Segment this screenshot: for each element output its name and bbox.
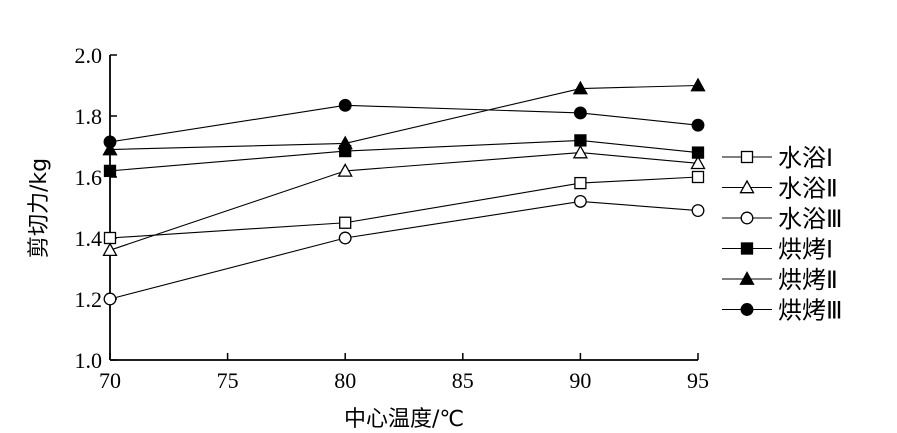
y-tick-label: 1.8 bbox=[75, 104, 103, 129]
series-3 bbox=[103, 194, 705, 306]
series-line bbox=[109, 139, 699, 172]
series-1 bbox=[103, 170, 705, 245]
series-line bbox=[109, 84, 699, 151]
data-point bbox=[690, 77, 706, 92]
data-point bbox=[102, 242, 118, 257]
data-point bbox=[573, 106, 587, 120]
data-point bbox=[691, 146, 705, 159]
legend-marker bbox=[740, 150, 754, 164]
data-point bbox=[574, 176, 587, 190]
data-point bbox=[338, 98, 352, 112]
data-point bbox=[337, 163, 353, 177]
legend-item: 水浴Ⅱ bbox=[722, 175, 838, 203]
legend-item: 水浴Ⅲ bbox=[722, 205, 843, 233]
x-tick-label: 95 bbox=[687, 368, 709, 393]
data-point bbox=[339, 216, 352, 229]
legend-label: 烘烤Ⅰ bbox=[778, 236, 833, 264]
legend-label: 水浴Ⅲ bbox=[778, 205, 843, 233]
data-point bbox=[573, 194, 587, 208]
series-2 bbox=[102, 144, 706, 257]
legend-label: 水浴Ⅱ bbox=[778, 175, 838, 203]
x-tick-label: 80 bbox=[334, 368, 356, 393]
legend-item: 烘烤Ⅰ bbox=[722, 236, 833, 264]
series-line bbox=[109, 104, 699, 143]
legend-marker bbox=[739, 179, 755, 194]
series-line bbox=[109, 176, 699, 239]
data-point bbox=[103, 135, 117, 149]
y-tick-label: 1.6 bbox=[75, 165, 103, 190]
x-tick-label: 85 bbox=[452, 368, 474, 393]
axes bbox=[109, 55, 698, 361]
data-point bbox=[103, 164, 117, 178]
data-point bbox=[102, 141, 118, 156]
legend-marker bbox=[740, 303, 754, 316]
data-point bbox=[690, 155, 706, 170]
data-point bbox=[103, 292, 117, 306]
series-5 bbox=[102, 77, 706, 156]
data-point bbox=[691, 118, 705, 132]
y-tick-label: 1.4 bbox=[75, 226, 103, 251]
legend-item: 水浴Ⅰ bbox=[722, 144, 833, 172]
x-tick-label: 90 bbox=[569, 368, 591, 393]
data-point bbox=[572, 80, 589, 95]
legend-label: 烘烤Ⅲ bbox=[778, 297, 843, 325]
data-point bbox=[572, 144, 589, 159]
ticks: 70 75 80 85 90 95 1.0 1.2 1.4 1.6 1.8 2.0 bbox=[75, 43, 710, 393]
legend-item: 烘烤Ⅱ bbox=[722, 266, 838, 294]
data-point bbox=[691, 204, 705, 218]
legend-item: 烘烤Ⅲ bbox=[722, 297, 843, 325]
legend-label: 烘烤Ⅱ bbox=[778, 266, 838, 294]
legend-label: 水浴Ⅰ bbox=[778, 144, 833, 172]
data-point bbox=[574, 134, 587, 147]
legend-marker bbox=[740, 242, 754, 255]
x-tick-label: 75 bbox=[217, 368, 239, 393]
data-point bbox=[103, 231, 117, 245]
x-axis-title: 中心温度/℃ bbox=[344, 407, 464, 432]
legend-marker bbox=[739, 271, 755, 285]
y-tick-label: 1.2 bbox=[75, 287, 103, 312]
series-6 bbox=[103, 98, 705, 149]
series-line bbox=[109, 200, 699, 300]
data-point bbox=[337, 135, 353, 150]
legend-marker bbox=[740, 211, 754, 225]
data-point bbox=[691, 170, 705, 184]
data-point bbox=[338, 231, 352, 245]
series-line bbox=[109, 152, 699, 251]
y-tick-label: 1.0 bbox=[75, 348, 103, 373]
y-axis-title: 剪切力/kg bbox=[27, 158, 52, 258]
x-tick-label: 70 bbox=[99, 368, 121, 393]
series-group bbox=[102, 77, 706, 306]
y-tick-label: 2.0 bbox=[75, 43, 103, 68]
